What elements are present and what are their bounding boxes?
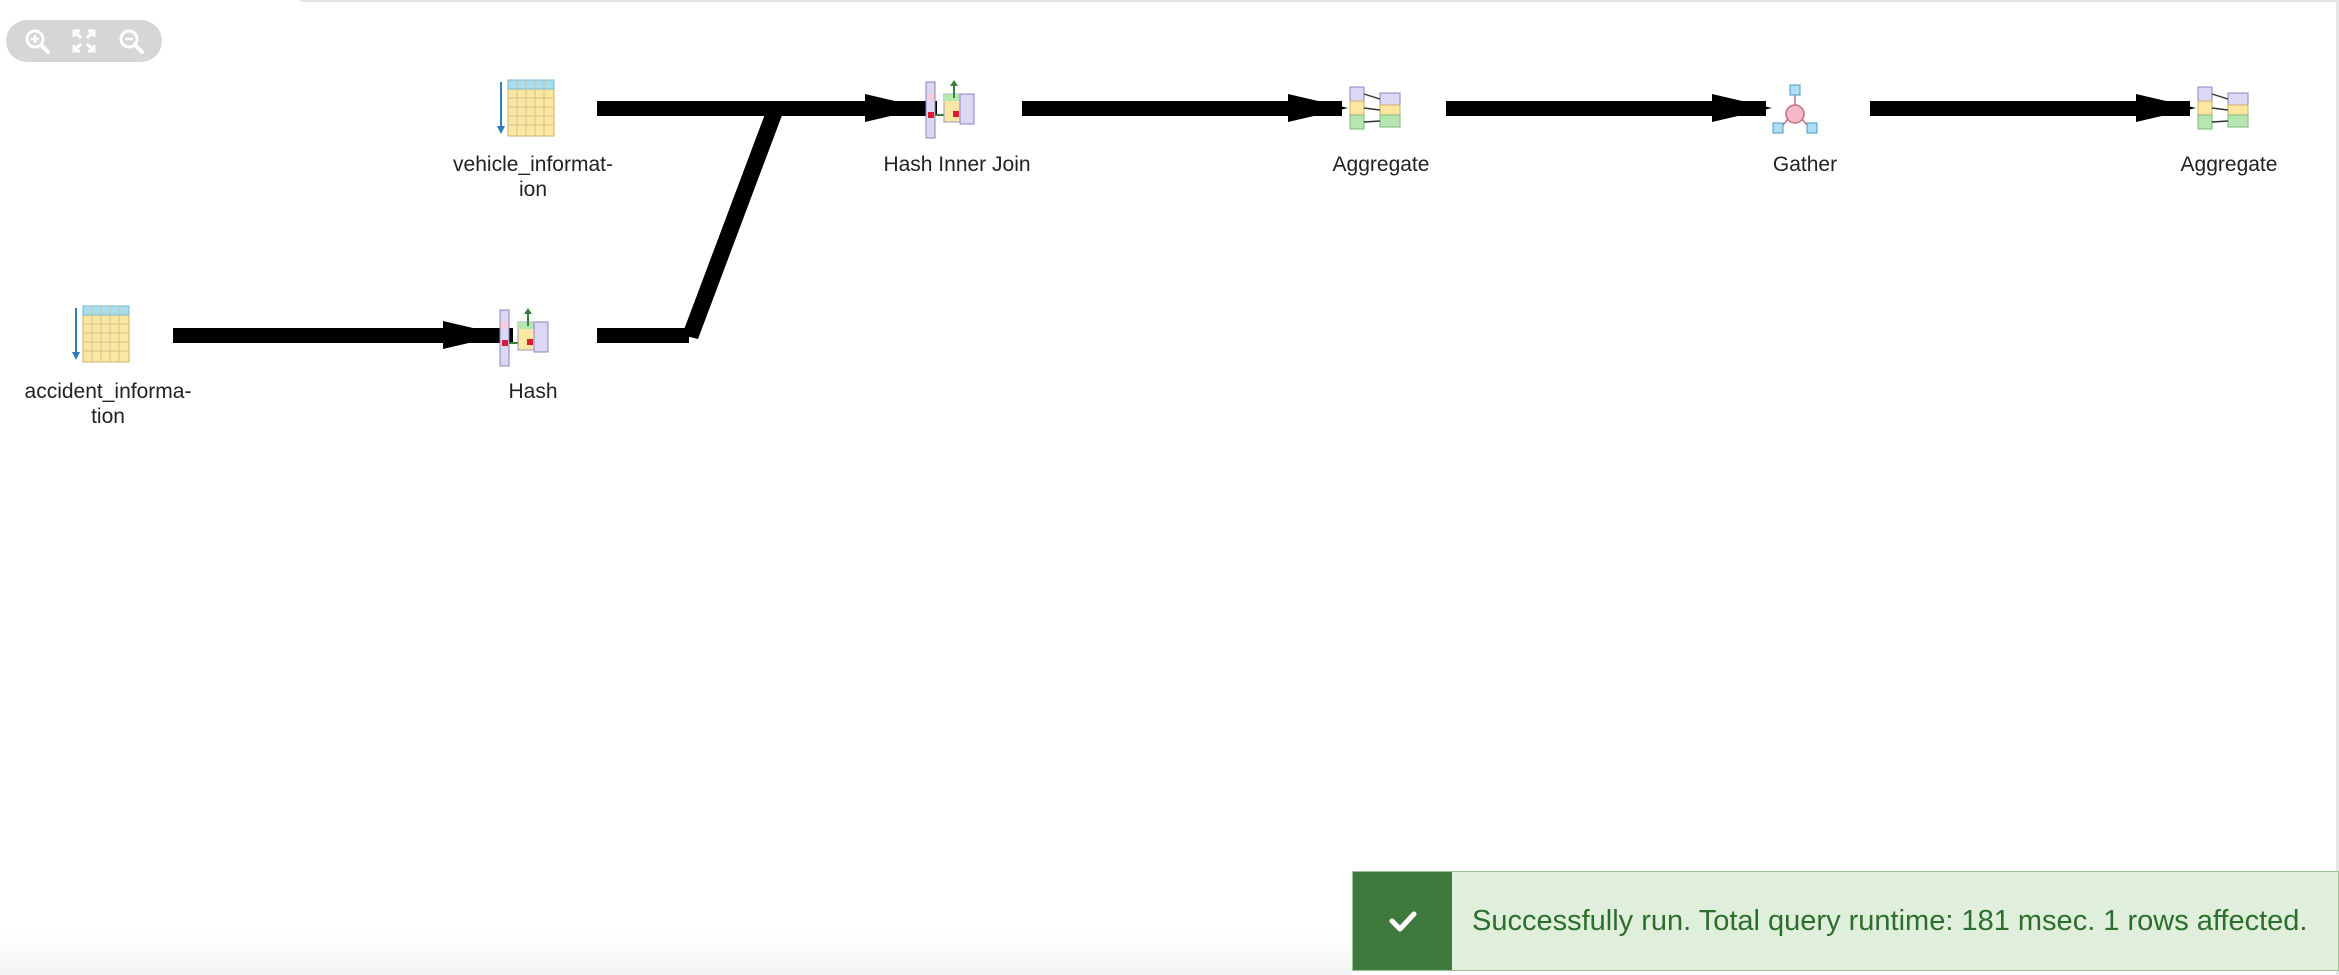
fit-to-screen-button[interactable] bbox=[68, 25, 100, 57]
hash-icon[interactable] bbox=[499, 307, 549, 367]
edge-vehicle-to-join bbox=[597, 94, 937, 122]
table-scan-icon[interactable] bbox=[496, 79, 555, 137]
edge-gather-to-aggregate bbox=[1870, 94, 2196, 122]
zoom-out-icon bbox=[119, 29, 144, 54]
table-scan-icon[interactable] bbox=[71, 305, 130, 363]
fit-to-screen-icon bbox=[72, 29, 96, 53]
node-label-vehicle-information[interactable]: vehicle_informat- ion bbox=[453, 153, 613, 201]
node-label-aggregate[interactable]: Aggregate bbox=[1332, 153, 1430, 176]
bottom-fade bbox=[0, 930, 1352, 975]
right-scrollbar-edge bbox=[2336, 0, 2339, 975]
edge-accident-to-hash bbox=[173, 321, 513, 349]
edge-aggregate-to-gather bbox=[1446, 94, 1772, 122]
node-label-hash-inner-join[interactable]: Hash Inner Join bbox=[883, 153, 1031, 176]
toast-status-box bbox=[1353, 872, 1452, 970]
zoom-in-icon bbox=[25, 29, 51, 54]
node-label-gather[interactable]: Gather bbox=[1772, 153, 1838, 176]
zoom-in-button[interactable] bbox=[21, 25, 53, 57]
success-toast[interactable]: Successfully run. Total query runtime: 1… bbox=[1352, 871, 2339, 971]
aggregate-icon[interactable] bbox=[2197, 86, 2249, 130]
zoom-out-button[interactable] bbox=[115, 25, 147, 57]
aggregate-icon[interactable] bbox=[1349, 86, 1401, 130]
node-label-accident-information[interactable]: accident_informa- tion bbox=[24, 380, 192, 428]
gather-icon[interactable] bbox=[1772, 84, 1818, 134]
node-label-aggregate[interactable]: Aggregate bbox=[2180, 153, 2278, 176]
node-label-hash[interactable]: Hash bbox=[508, 380, 558, 403]
edge-hash-to-join bbox=[597, 106, 784, 343]
zoom-toolbar bbox=[6, 20, 162, 62]
top-border bbox=[300, 0, 2339, 2]
edge-join-to-aggregate bbox=[1022, 94, 1348, 122]
hash-join-icon[interactable] bbox=[925, 79, 975, 139]
toast-message: Successfully run. Total query runtime: 1… bbox=[1472, 904, 2308, 937]
checkmark-icon bbox=[1389, 911, 1416, 932]
